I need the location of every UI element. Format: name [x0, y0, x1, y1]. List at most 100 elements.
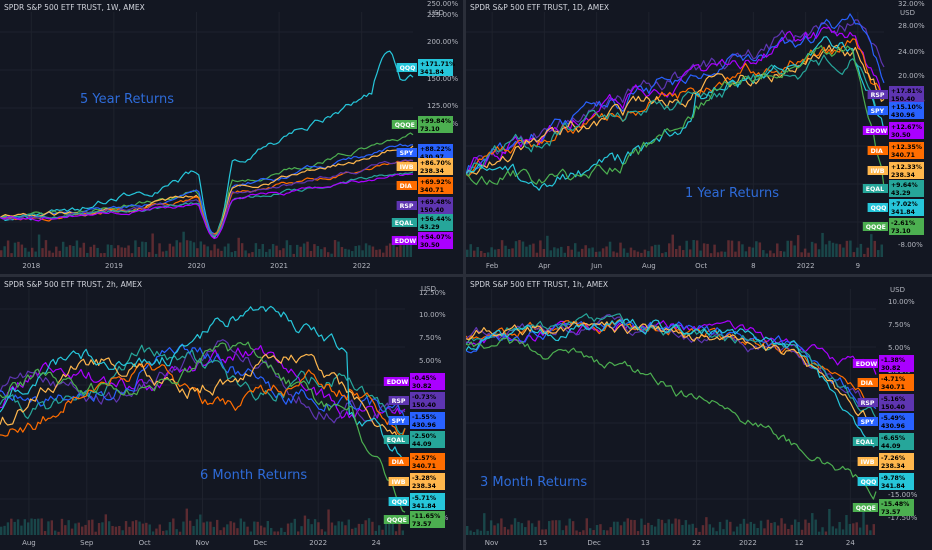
series-percent: -0.73%: [412, 394, 436, 401]
series-end-label-spy[interactable]: SPY -5.49%430.96: [857, 413, 914, 430]
volume-bar: [497, 249, 500, 257]
ticker-badge: [388, 396, 409, 405]
series-percent: +54.07%: [420, 234, 451, 241]
series-end-label-qqq[interactable]: QQQ -5.71%341.84: [388, 493, 445, 510]
series-end-label-eqal[interactable]: EQAL +9.64%43.29: [862, 180, 924, 197]
series-end-label-edow[interactable]: EDOW-1.38%30.82: [852, 355, 914, 372]
series-line-spy: [0, 143, 414, 235]
series-end-label-edow[interactable]: EDOW-0.45%30.82: [383, 373, 445, 390]
ticker-name: QQQE: [387, 517, 407, 524]
volume-bar: [110, 244, 113, 257]
series-end-label-qqqe[interactable]: QQQE -11.65%73.57: [383, 511, 445, 528]
series-end-label-dia[interactable]: DIA -4.71%340.71: [857, 374, 914, 391]
ticker-name: RSP: [861, 400, 875, 407]
volume-bar: [685, 240, 688, 257]
value-badge: [418, 214, 453, 231]
volume-bar: [371, 246, 375, 257]
series-end-label-qqqe[interactable]: QQQE -15.48%73.57: [852, 499, 914, 516]
volume-bar: [835, 528, 838, 535]
volume-bar: [259, 525, 263, 535]
volume-bar: [266, 521, 269, 535]
volume-bar: [560, 246, 563, 257]
panel-annotation: 6 Month Returns: [200, 468, 307, 483]
volume-bar: [87, 520, 91, 535]
volume-bar: [811, 513, 814, 535]
axis-unit: USD: [890, 286, 905, 294]
series-end-label-iwb[interactable]: IWB +12.33%238.34: [867, 162, 924, 179]
panel-6-month[interactable]: SPDR S&P 500 ETF TRUST, 2h, AMEX 12.50% 10…: [0, 277, 463, 550]
series-end-label-rsp[interactable]: RSP +69.48%150.40: [396, 197, 453, 214]
x-tick-label: Aug: [22, 539, 36, 547]
series-percent: -3.28%: [412, 475, 436, 482]
volume-bar: [220, 250, 223, 257]
volume-bar: [735, 526, 739, 535]
panel-1-year[interactable]: SPDR S&P 500 ETF TRUST, 1D, AMEX 32.00% 28…: [466, 0, 932, 274]
series-percent: -11.65%: [412, 513, 440, 520]
volume-bar: [744, 251, 748, 257]
volume-bar: [154, 253, 158, 257]
volume-bar: [17, 241, 20, 257]
volume-bar: [615, 252, 619, 257]
volume-bar: [6, 522, 10, 535]
volume-bar: [151, 531, 155, 535]
volume-bar: [585, 518, 588, 535]
volume-bar: [306, 241, 309, 257]
series-end-label-eqal[interactable]: EQAL +56.44%43.29: [391, 214, 453, 231]
volume-bar: [789, 240, 793, 257]
panel-3-month[interactable]: SPDR S&P 500 ETF TRUST, 1h, AMEX 10.00% 7.…: [466, 277, 932, 550]
panel-5-year[interactable]: SPDR S&P 500 ETF TRUST, 1W, AMEX 250.00% 2…: [0, 0, 463, 274]
series-end-label-qqq[interactable]: QQQ +7.02%341.84: [867, 199, 924, 216]
volume-bar: [681, 250, 685, 257]
series-end-label-spy[interactable]: SPY -1.55%430.96: [388, 412, 445, 429]
series-end-label-spy[interactable]: SPY +88.22%430.97: [396, 144, 453, 161]
series-end-label-dia[interactable]: DIA -2.57%340.71: [388, 453, 445, 470]
volume-bar: [772, 253, 776, 257]
value-badge: [418, 177, 453, 194]
series-end-label-rsp[interactable]: RSP -0.73%150.40: [388, 392, 445, 409]
series-end-label-qqqe[interactable]: QQQE +99.84%73.10: [391, 116, 453, 133]
volume-bar: [292, 253, 295, 257]
volume-bar: [479, 250, 483, 257]
volume-bar: [161, 251, 165, 257]
series-price: 73.57: [881, 509, 901, 516]
x-tick-label: Oct: [695, 262, 707, 270]
volume-bar: [138, 521, 141, 535]
series-end-label-rsp[interactable]: RSP -5.16%150.40: [857, 394, 914, 411]
ticker-badge: [388, 457, 409, 466]
x-tick-label: Dec: [254, 539, 268, 547]
series-end-label-eqal[interactable]: EQAL -6.65%44.09: [852, 433, 914, 450]
volume-bar: [776, 525, 780, 535]
y-tick-label: -15.00%: [888, 491, 918, 499]
volume-bar: [766, 519, 770, 535]
series-end-label-edow[interactable]: EDOW+12.67%30.50: [862, 122, 924, 139]
volume-bar: [175, 529, 178, 535]
volume-bar: [340, 247, 344, 257]
ticker-badge: [396, 148, 417, 157]
volume-bar: [118, 526, 121, 535]
series-end-label-qqq[interactable]: QQQ +171.71%341.84: [396, 59, 456, 76]
volume-bar: [280, 527, 283, 535]
volume-bar: [803, 248, 807, 257]
volume-bar: [599, 524, 602, 535]
volume-bar: [759, 520, 763, 535]
series-end-label-dia[interactable]: DIA +12.35%340.71: [867, 142, 924, 159]
volume-bar: [232, 522, 236, 535]
series-end-label-iwb[interactable]: IWB -3.28%238.34: [388, 473, 445, 490]
series-end-label-spy[interactable]: SPY +15.10%430.96: [867, 102, 924, 119]
volume-bar: [371, 521, 374, 535]
series-end-label-qqqe[interactable]: QQQE -2.61%73.10: [862, 218, 924, 235]
series-end-label-iwb[interactable]: IWB -7.26%238.34: [857, 453, 914, 470]
volume-bar: [865, 524, 869, 535]
series-end-label-qqq[interactable]: QQQ -9.78%341.84: [857, 473, 914, 490]
series-end-label-eqal[interactable]: EQAL -2.50%44.09: [383, 431, 445, 448]
volume-bar: [466, 249, 469, 257]
volume-bar: [134, 240, 137, 257]
volume-bar: [196, 248, 199, 257]
series-end-label-dia[interactable]: DIA +69.92%340.71: [396, 177, 453, 194]
volume-bar: [765, 253, 769, 257]
ticker-badge: [857, 378, 878, 387]
volume-bar: [290, 522, 293, 535]
series-end-label-rsp[interactable]: RSP +17.81%150.40: [867, 86, 924, 103]
series-end-label-iwb[interactable]: IWB +86.70%238.34: [396, 158, 453, 175]
series-end-label-edow[interactable]: EDOW+54.07%30.50: [391, 232, 453, 249]
